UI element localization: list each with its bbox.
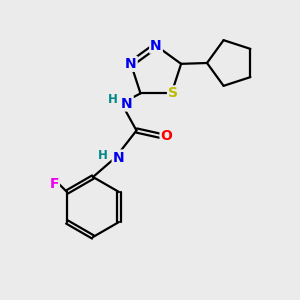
Text: N: N [121, 97, 133, 110]
Text: N: N [150, 39, 162, 52]
Text: N: N [113, 151, 124, 164]
Text: O: O [160, 130, 172, 143]
Text: F: F [50, 177, 59, 191]
Text: N: N [125, 57, 137, 71]
Text: H: H [108, 93, 118, 106]
Text: H: H [98, 148, 108, 162]
Text: S: S [168, 86, 178, 100]
